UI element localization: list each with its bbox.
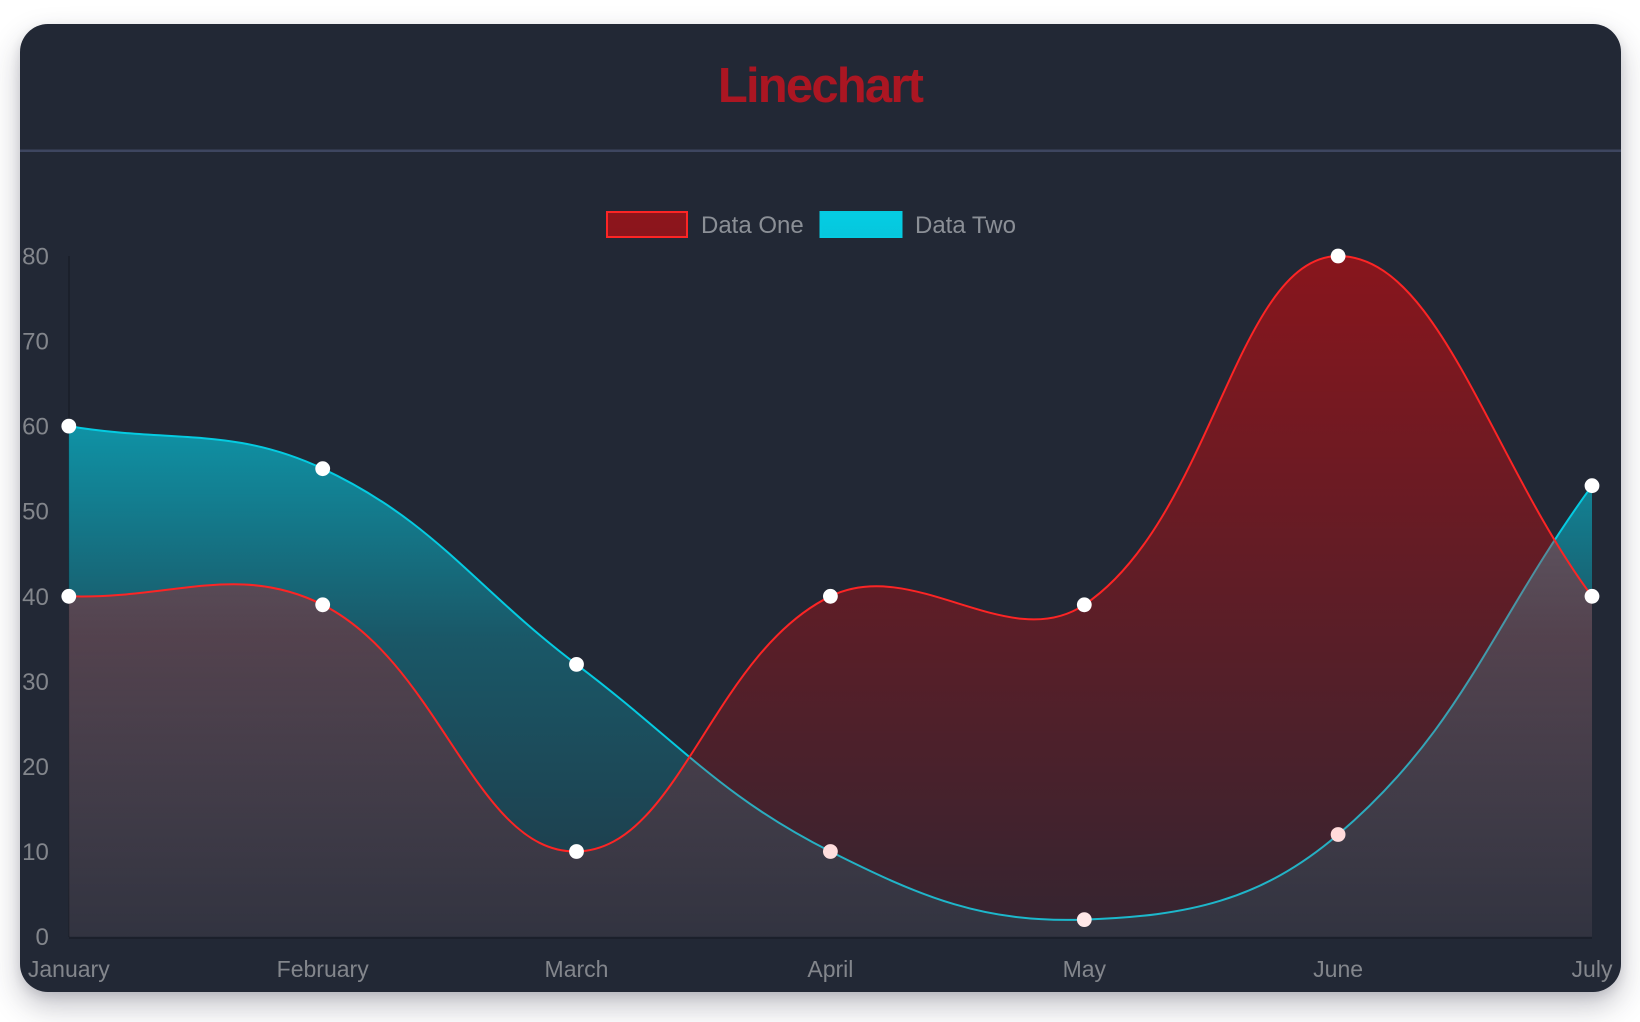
svg-text:70: 70 (22, 329, 49, 356)
svg-text:Data Two: Data Two (915, 212, 1016, 239)
svg-text:60: 60 (22, 414, 49, 441)
svg-text:June: June (1313, 956, 1363, 982)
svg-text:Data One: Data One (701, 212, 804, 239)
svg-text:0: 0 (35, 924, 48, 951)
svg-text:April: April (807, 956, 853, 982)
svg-text:40: 40 (22, 584, 49, 611)
svg-text:20: 20 (22, 754, 49, 781)
svg-text:30: 30 (22, 669, 49, 696)
svg-text:Linechart: Linechart (718, 59, 924, 113)
svg-text:January: January (28, 956, 110, 982)
svg-text:10: 10 (22, 839, 49, 866)
svg-text:February: February (277, 956, 370, 982)
svg-text:80: 80 (22, 244, 49, 271)
svg-text:July: July (1572, 956, 1613, 982)
svg-text:50: 50 (22, 499, 49, 526)
svg-text:March: March (545, 956, 609, 982)
svg-text:May: May (1063, 956, 1107, 982)
